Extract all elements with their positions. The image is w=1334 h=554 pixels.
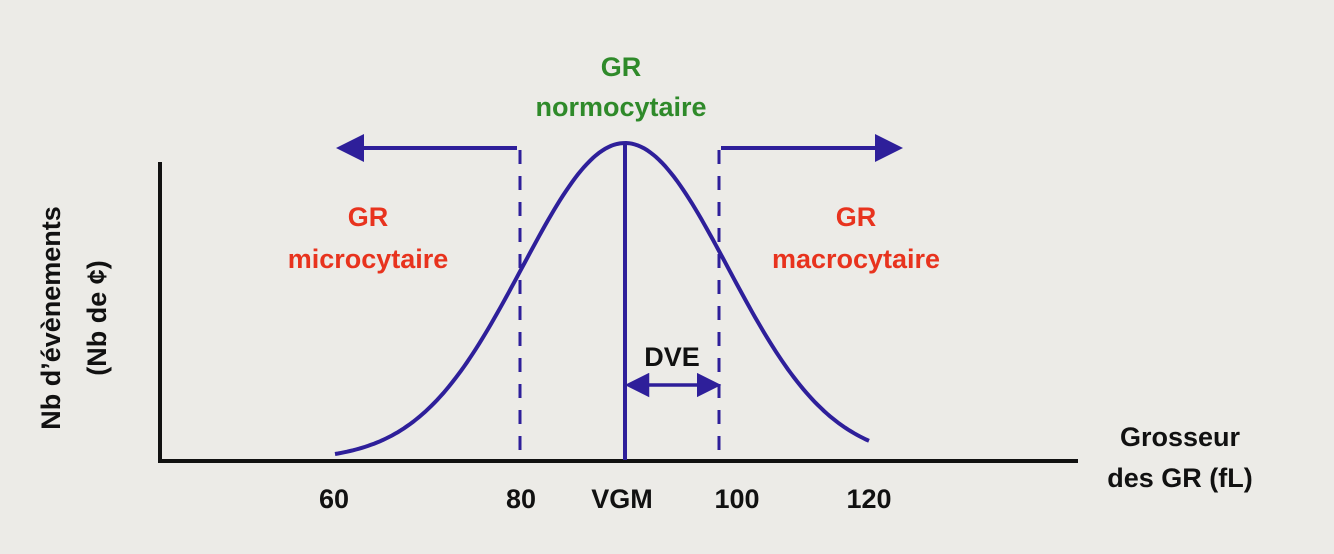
dve-label: DVE [644,342,700,372]
normal-label-line2: normocytaire [535,92,706,122]
x-axis-label-line2: des GR (fL) [1107,463,1253,493]
micro-label-line1: GR [348,202,389,232]
distribution-curve [334,140,870,456]
macro-label-line1: GR [836,202,877,232]
x-tick-80: 80 [506,484,536,514]
normal-label-line1: GR [601,52,642,82]
x-tick-60: 60 [319,484,349,514]
y-axis-label-line1: Nb d’évènements [36,206,66,430]
x-tick-120: 120 [846,484,891,514]
x-tick-vgm: VGM [591,484,653,514]
macro-label-line2: macrocytaire [772,244,940,274]
x-axis-label-line1: Grosseur [1120,422,1241,452]
x-tick-100: 100 [714,484,759,514]
micro-label-line2: microcytaire [288,244,449,274]
y-axis-label-line2: (Nb de ¢) [82,260,112,376]
